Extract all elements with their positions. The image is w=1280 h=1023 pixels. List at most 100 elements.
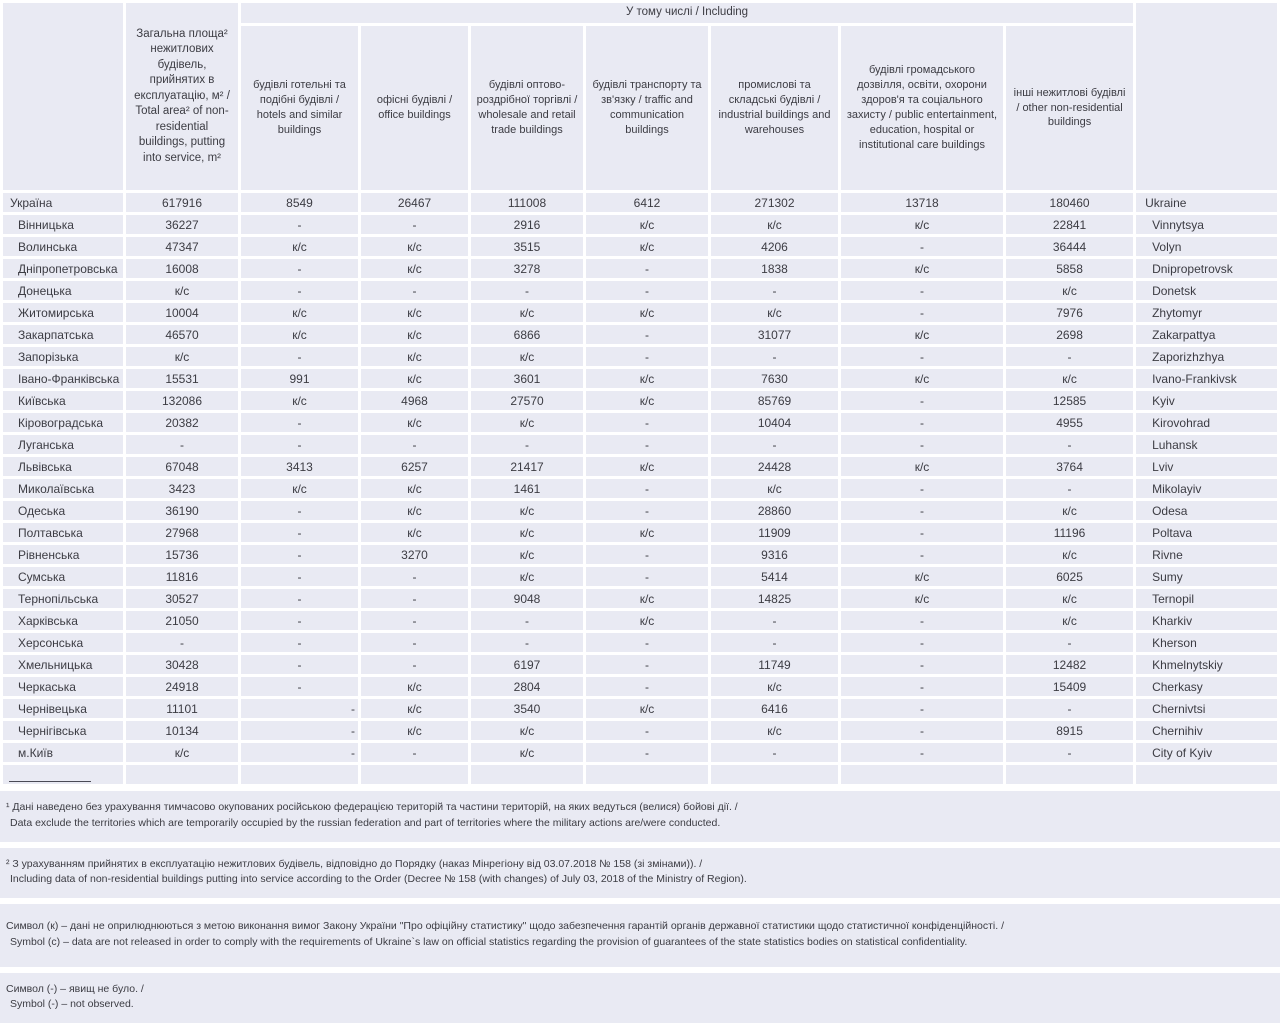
cell-value: - — [711, 611, 838, 630]
cell-value: к/с — [586, 237, 708, 256]
cell-value: 6866 — [471, 325, 583, 344]
cell-value: - — [841, 391, 1003, 410]
cell-value: 111008 — [471, 193, 583, 212]
cell-value: к/с — [1006, 501, 1133, 520]
cell-value: к/с — [126, 347, 238, 366]
cell-value: к/с — [711, 677, 838, 696]
cell-value: - — [711, 743, 838, 762]
footnote-symbol-dash: Символ (-) – явищ не було. / Symbol (-) … — [0, 973, 1280, 1023]
cell-value: 8915 — [1006, 721, 1133, 740]
cell-region-en: Kherson — [1136, 633, 1277, 652]
cell-value: 3423 — [126, 479, 238, 498]
cell-value: - — [711, 281, 838, 300]
cell-value: - — [241, 413, 358, 432]
cell-value: 6025 — [1006, 567, 1133, 586]
cell-value: 36227 — [126, 215, 238, 234]
cell-value: к/с — [471, 743, 583, 762]
cell-value: - — [471, 435, 583, 454]
header-wholesale: будівлі оптово-роздрібної торгівлі / who… — [471, 26, 583, 190]
cell-value: - — [841, 237, 1003, 256]
cell-value: к/с — [361, 325, 468, 344]
empty-cell — [3, 765, 123, 784]
cell-value: - — [711, 435, 838, 454]
cell-region-ua: Дніпропетровська — [3, 259, 123, 278]
footnote-text-ua: Символ (-) – явищ не було. / — [6, 982, 1274, 998]
cell-region-ua: Київська — [3, 391, 123, 410]
cell-value: - — [841, 435, 1003, 454]
cell-region-en: Donetsk — [1136, 281, 1277, 300]
cell-value: 9316 — [711, 545, 838, 564]
cell-value: 1461 — [471, 479, 583, 498]
cell-value: 13718 — [841, 193, 1003, 212]
cell-region-en: Khmelnytskiy — [1136, 655, 1277, 674]
cell-value: - — [241, 677, 358, 696]
cell-value: к/с — [586, 369, 708, 388]
cell-region-en: Cherkasy — [1136, 677, 1277, 696]
cell-region-ua: Донецька — [3, 281, 123, 300]
cell-value: 617916 — [126, 193, 238, 212]
cell-value: к/с — [471, 501, 583, 520]
cell-value: к/с — [586, 391, 708, 410]
cell-region-en: Luhansk — [1136, 435, 1277, 454]
cell-value: к/с — [361, 721, 468, 740]
cell-value: к/с — [471, 347, 583, 366]
cell-value: к/с — [586, 457, 708, 476]
cell-value: 11196 — [1006, 523, 1133, 542]
cell-region-ua: Вінницька — [3, 215, 123, 234]
cell-value: к/с — [241, 391, 358, 410]
non-residential-buildings-table: Загальна площа² нежитлових будівель, при… — [0, 0, 1280, 787]
cell-value: к/с — [361, 501, 468, 520]
cell-region-ua: Рівненська — [3, 545, 123, 564]
cell-region-ua: Львівська — [3, 457, 123, 476]
cell-region-ua: Херсонська — [3, 633, 123, 652]
cell-value: к/с — [841, 215, 1003, 234]
empty-cell — [126, 765, 238, 784]
cell-value: к/с — [361, 479, 468, 498]
cell-value: - — [241, 699, 358, 718]
cell-value: 16008 — [126, 259, 238, 278]
cell-region-ua: Волинська — [3, 237, 123, 256]
cell-value: к/с — [471, 413, 583, 432]
cell-value: к/с — [1006, 281, 1133, 300]
cell-value: - — [841, 743, 1003, 762]
cell-value: 6257 — [361, 457, 468, 476]
cell-value: 991 — [241, 369, 358, 388]
header-other: інші нежитлові будівлі / other non-resid… — [1006, 26, 1133, 190]
cell-region-ua: Миколаївська — [3, 479, 123, 498]
cell-region-en: Volyn — [1136, 237, 1277, 256]
cell-value: - — [241, 435, 358, 454]
cell-value: - — [126, 435, 238, 454]
cell-value: 132086 — [126, 391, 238, 410]
cell-value: 12482 — [1006, 655, 1133, 674]
cell-value: к/с — [471, 567, 583, 586]
cell-value: - — [586, 677, 708, 696]
footnote-text-en: Including data of non-residential buildi… — [6, 872, 1274, 888]
cell-value: - — [241, 259, 358, 278]
header-row-including: Загальна площа² нежитлових будівель, при… — [3, 3, 1277, 23]
footnote-text-en: Symbol (-) – not observed. — [6, 997, 1274, 1013]
cell-value: - — [241, 347, 358, 366]
cell-value: 11101 — [126, 699, 238, 718]
cell-value: 5414 — [711, 567, 838, 586]
cell-value: - — [841, 347, 1003, 366]
empty-cell — [361, 765, 468, 784]
cell-value: к/с — [586, 215, 708, 234]
cell-value: к/с — [586, 611, 708, 630]
header-traffic: будівлі транспорту та зв'язку / traffic … — [586, 26, 708, 190]
cell-value: - — [241, 633, 358, 652]
empty-cell — [841, 765, 1003, 784]
header-region-en-blank — [1136, 3, 1277, 190]
cell-value: 27570 — [471, 391, 583, 410]
cell-value: 2916 — [471, 215, 583, 234]
cell-value: - — [361, 655, 468, 674]
cell-value: к/с — [126, 743, 238, 762]
cell-value: 3278 — [471, 259, 583, 278]
